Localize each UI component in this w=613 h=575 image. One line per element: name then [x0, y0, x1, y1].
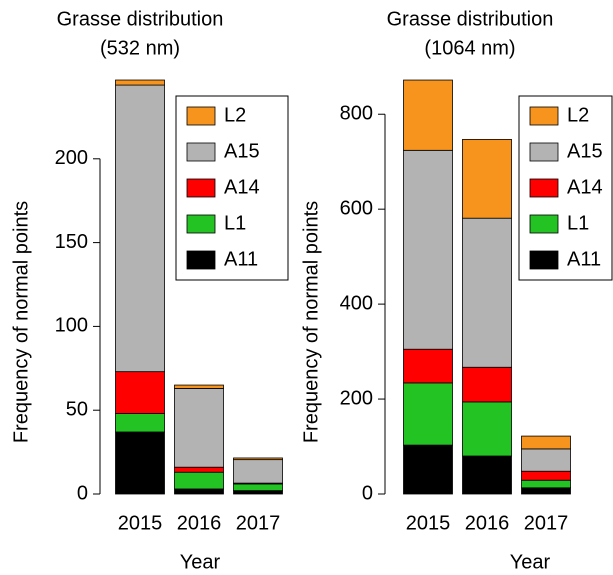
bar-segment: [233, 490, 283, 495]
bar-segment: [521, 435, 571, 450]
x-tick-label: 2017: [236, 512, 281, 534]
legend-label: A14: [224, 176, 260, 198]
legend-box: [175, 95, 289, 281]
x-tick-label: 2015: [406, 512, 451, 534]
legend-swatch: [529, 142, 559, 162]
legend-swatch: [186, 106, 216, 126]
legend-swatch: [186, 214, 216, 234]
legend-swatch: [529, 178, 559, 198]
bar-segment: [115, 79, 165, 86]
bar-segment: [115, 431, 165, 495]
bar-segment: [174, 488, 224, 495]
legend-label: L2: [567, 104, 589, 126]
chart-title: Grasse distribution: [387, 8, 554, 30]
bar-segment: [174, 466, 224, 473]
bar-segment: [233, 483, 283, 492]
x-tick-label: 2017: [524, 512, 569, 534]
legend-swatch: [186, 142, 216, 162]
y-tick-label: 800: [340, 103, 373, 125]
x-tick-label: 2016: [177, 512, 222, 534]
bar-segment: [115, 84, 165, 373]
bar-segment: [403, 348, 453, 384]
legend-label: A11: [567, 248, 601, 270]
legend-box: [518, 95, 613, 281]
y-tick-label: 150: [55, 231, 88, 253]
bar-segment: [521, 479, 571, 489]
y-tick-label: 600: [340, 197, 373, 219]
bar-segment: [174, 384, 224, 389]
legend-label: A14: [567, 176, 603, 198]
chart-title: Grasse distribution: [57, 8, 224, 30]
legend-label: A15: [567, 140, 603, 162]
bar-segment: [403, 149, 453, 350]
bar-segment: [403, 382, 453, 446]
x-tick-label: 2016: [465, 512, 510, 534]
bar-segment: [462, 138, 512, 219]
bar-segment: [521, 487, 571, 495]
legend-swatch: [529, 250, 559, 270]
legend-swatch: [529, 106, 559, 126]
legend-label: L2: [224, 104, 246, 126]
bar-segment: [462, 401, 512, 457]
x-axis-label: Year: [180, 551, 221, 573]
y-tick-label: 50: [66, 398, 88, 420]
bar-segment: [403, 444, 453, 495]
y-tick-label: 200: [55, 147, 88, 169]
legend-label: L1: [224, 212, 246, 234]
bar-segment: [233, 457, 283, 461]
bar-segment: [521, 470, 571, 481]
y-tick-label: 0: [77, 482, 88, 504]
chart-subtitle: (1064 nm): [424, 37, 515, 59]
bar-segment: [462, 366, 512, 403]
bar-segment: [462, 455, 512, 495]
legend-swatch: [186, 178, 216, 198]
bar-segment: [115, 413, 165, 433]
bar-segment: [115, 371, 165, 414]
legend-label: A15: [224, 140, 260, 162]
chart-subtitle: (532 nm): [100, 37, 180, 59]
bar-segment: [403, 79, 453, 151]
y-tick-label: 400: [340, 292, 373, 314]
x-axis-label: Year: [510, 551, 551, 573]
bar-segment: [174, 471, 224, 490]
legend-label: L1: [567, 212, 589, 234]
bar-segment: [233, 459, 283, 484]
y-axis-label: Frequency of normal points: [300, 201, 322, 443]
legend-swatch: [186, 250, 216, 270]
legend-swatch: [529, 214, 559, 234]
bar-segment: [521, 448, 571, 472]
legend-label: A11: [224, 248, 258, 270]
y-tick-label: 100: [55, 315, 88, 337]
y-tick-label: 0: [362, 482, 373, 504]
bar-segment: [462, 217, 512, 368]
y-axis-label: Frequency of normal points: [10, 201, 32, 443]
bar-segment: [174, 388, 224, 468]
y-tick-label: 200: [340, 387, 373, 409]
x-tick-label: 2015: [118, 512, 163, 534]
